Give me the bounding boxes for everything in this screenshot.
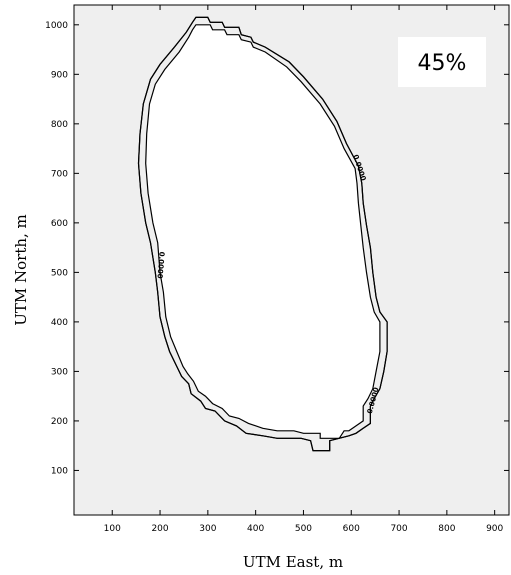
y-tick-label-400: 400 <box>51 318 68 328</box>
x-tick-label-500: 500 <box>295 524 312 534</box>
annotation-text: 45% <box>418 51 467 76</box>
x-tick-label-400: 400 <box>247 524 264 534</box>
contour-line-outer-stroke <box>137 16 388 452</box>
y-tick-label-900: 900 <box>51 70 68 80</box>
x-axis-title: UTM East, m <box>243 553 343 571</box>
x-axis: 100 200 300 400 500 600 700 800 900 <box>104 5 504 534</box>
x-tick-label-200: 200 <box>151 524 168 534</box>
x-tick-label-600: 600 <box>343 524 360 534</box>
y-axis-title: UTM North, m <box>12 214 30 326</box>
y-tick-label-100: 100 <box>51 466 68 476</box>
x-tick-label-300: 300 <box>199 524 216 534</box>
x-tick-label-100: 100 <box>104 524 121 534</box>
contour-layer <box>137 16 388 452</box>
y-axis: 100 200 300 400 500 600 700 800 900 1000 <box>45 21 509 476</box>
x-tick-label-800: 800 <box>438 524 455 534</box>
y-tick-label-200: 200 <box>51 417 68 427</box>
contour-label-1: 0.0000 <box>155 251 165 279</box>
x-tick-label-900: 900 <box>486 524 503 534</box>
y-tick-label-700: 700 <box>51 169 68 179</box>
y-tick-label-500: 500 <box>51 268 68 278</box>
x-tick-label-700: 700 <box>390 524 407 534</box>
y-tick-label-800: 800 <box>51 120 68 130</box>
annotation-box <box>398 37 486 87</box>
y-tick-label-600: 600 <box>51 219 68 229</box>
y-tick-label-300: 300 <box>51 367 68 377</box>
y-tick-label-1000: 1000 <box>45 21 68 31</box>
